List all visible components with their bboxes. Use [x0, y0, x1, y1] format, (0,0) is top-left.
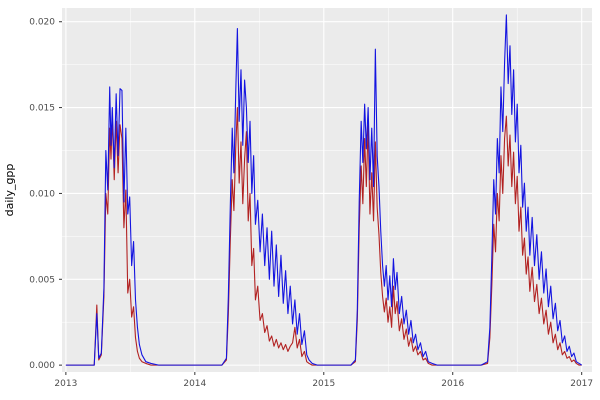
y-tick-label: 0.020: [29, 18, 55, 28]
red-series-line: [65, 107, 582, 366]
blue-series-line: [65, 14, 582, 366]
y-tick-label: 0.015: [29, 104, 55, 114]
y-tick-label: 0.005: [29, 275, 55, 285]
x-tick-label: 2016: [441, 379, 464, 389]
plot-panel: [62, 8, 592, 372]
x-tick-label: 2015: [312, 379, 335, 389]
x-tick-label: 2013: [54, 379, 77, 389]
y-tick-label: 0.010: [29, 189, 55, 199]
x-tick-label: 2014: [183, 379, 206, 389]
y-tick-label: 0.000: [29, 361, 55, 371]
x-tick-label: 2017: [570, 379, 593, 389]
y-axis-title: daily_gpp: [3, 164, 16, 217]
